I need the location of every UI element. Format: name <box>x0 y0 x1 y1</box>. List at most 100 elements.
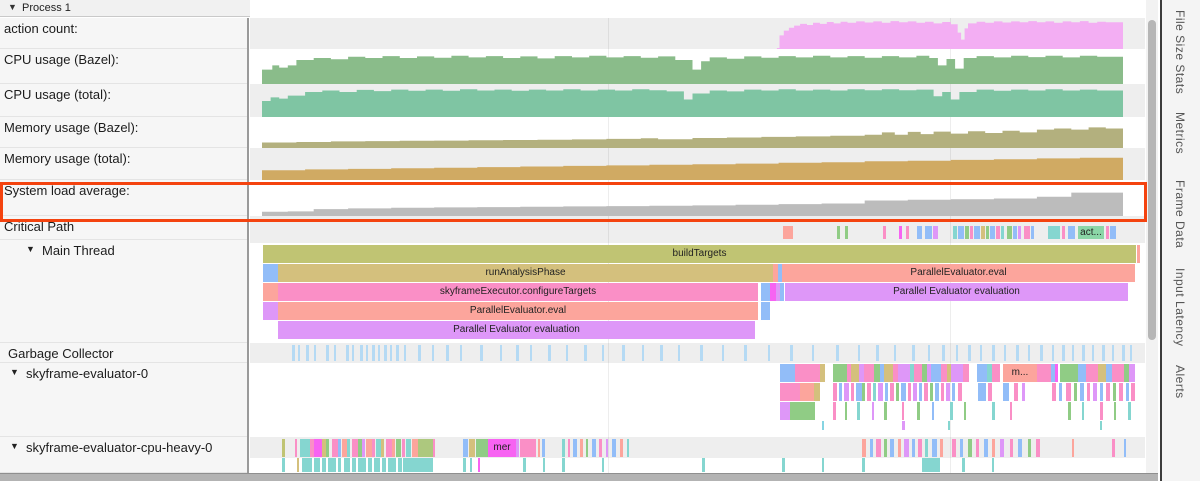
slice-skyframe-evaluator-0-row-1[interactable] <box>1106 364 1112 382</box>
slice-skyframe-evaluator-cpu-heavy-0-row-1[interactable] <box>338 439 341 457</box>
slice-garbage-collector[interactable] <box>314 345 316 361</box>
side-tab-frame-data[interactable]: Frame Data <box>1173 180 1187 249</box>
counter-chart-action-count[interactable] <box>262 18 1123 49</box>
slice-garbage-collector[interactable] <box>548 345 551 361</box>
slice-critical-path[interactable] <box>974 226 980 239</box>
slice-critical-path[interactable] <box>990 226 995 239</box>
slice-skyframe-evaluator-cpu-heavy-0-row-2[interactable] <box>368 458 372 472</box>
slice-skyframe-evaluator-0-row-2[interactable] <box>908 383 911 401</box>
slice-skyframe-evaluator-cpu-heavy-0-row-1[interactable] <box>592 439 596 457</box>
slice-garbage-collector[interactable] <box>744 345 747 361</box>
slice-skyframe-evaluator-cpu-heavy-0-row-2[interactable] <box>338 458 341 472</box>
slice-garbage-collector[interactable] <box>968 345 971 361</box>
slice-critical-path[interactable] <box>1110 226 1116 239</box>
slice-skyframe-evaluator-cpu-heavy-0-row-1[interactable] <box>300 439 310 457</box>
slice-skyframe-evaluator-cpu-heavy-0-row-2[interactable] <box>297 458 299 472</box>
slice-main-thread-row-3[interactable] <box>263 283 278 301</box>
slice-skyframe-evaluator-0-row-1[interactable] <box>780 364 795 382</box>
slice-skyframe-evaluator-cpu-heavy-0-row-1[interactable] <box>476 439 488 457</box>
slice-garbage-collector[interactable] <box>836 345 839 361</box>
slice-skyframe-evaluator-cpu-heavy-0-row-2[interactable] <box>398 458 402 472</box>
slice-skyframe-evaluator-cpu-heavy-0-row-1[interactable] <box>918 439 922 457</box>
slice-skyframe-evaluator-0-row-1[interactable] <box>1086 364 1098 382</box>
slice-garbage-collector[interactable] <box>858 345 860 361</box>
slice-skyframe-evaluator-0-row-3[interactable] <box>964 402 966 420</box>
slice-skyframe-evaluator-cpu-heavy-0-row-2[interactable] <box>523 458 526 472</box>
slice-critical-path-labeled[interactable]: act... <box>1078 226 1104 239</box>
slice-main-thread-row-4[interactable] <box>761 302 770 320</box>
slice-skyframe-evaluator-cpu-heavy-0-row-1[interactable] <box>433 439 435 457</box>
slice-skyframe-evaluator-0-row-1[interactable] <box>820 364 825 382</box>
slice-skyframe-evaluator-cpu-heavy-0-row-2[interactable] <box>992 458 994 472</box>
slice-garbage-collector[interactable] <box>928 345 930 361</box>
slice-skyframe-evaluator-0-row-2[interactable] <box>978 383 986 401</box>
slice-skyframe-evaluator-cpu-heavy-0-row-1[interactable] <box>884 439 887 457</box>
slice-skyframe-evaluator-0-row-1[interactable] <box>1037 364 1051 382</box>
slice-skyframe-evaluator-cpu-heavy-0-row-2[interactable] <box>562 458 565 472</box>
slice-skyframe-evaluator-0-row-3[interactable] <box>1010 402 1012 420</box>
slice-critical-path[interactable] <box>996 226 1000 239</box>
slice-skyframe-evaluator-cpu-heavy-0-row-1[interactable] <box>310 439 314 457</box>
slice-skyframe-evaluator-0-row-1[interactable] <box>795 364 820 382</box>
slice-skyframe-evaluator-cpu-heavy-0-row-2[interactable] <box>358 458 366 472</box>
slice-skyframe-evaluator-cpu-heavy-0-row-1[interactable] <box>904 439 909 457</box>
slice-garbage-collector[interactable] <box>1016 345 1019 361</box>
slice-garbage-collector[interactable] <box>500 345 502 361</box>
slice-skyframe-evaluator-0-row-3[interactable] <box>857 402 860 420</box>
slice-skyframe-evaluator-0-row-1[interactable] <box>1124 364 1129 382</box>
slice-skyframe-evaluator-0-row-2[interactable] <box>919 383 922 401</box>
slice-skyframe-evaluator-cpu-heavy-0-row-1[interactable] <box>612 439 616 457</box>
slice-skyframe-evaluator-cpu-heavy-0-row-2[interactable] <box>403 458 433 472</box>
slice-critical-path[interactable] <box>845 226 848 239</box>
slice-garbage-collector[interactable] <box>768 345 770 361</box>
slice-garbage-collector[interactable] <box>390 345 392 361</box>
slice-garbage-collector[interactable] <box>980 345 982 361</box>
slice-skyframe-evaluator-cpu-heavy-0-row-1[interactable] <box>599 439 602 457</box>
slice-main-thread-row-3[interactable] <box>761 283 770 301</box>
slice-critical-path[interactable] <box>837 226 840 239</box>
slice-skyframe-evaluator-cpu-heavy-0-row-1[interactable] <box>573 439 577 457</box>
slice-critical-path[interactable] <box>1007 226 1012 239</box>
slice-skyframe-evaluator-0-row-1[interactable] <box>910 364 914 382</box>
slice-skyframe-evaluator-0-row-2[interactable] <box>867 383 871 401</box>
slice-critical-path[interactable] <box>925 226 932 239</box>
slice-skyframe-evaluator-cpu-heavy-0-row-1[interactable] <box>870 439 873 457</box>
slice-garbage-collector[interactable] <box>306 345 309 361</box>
slice-critical-path[interactable] <box>899 226 902 239</box>
slice-critical-path[interactable] <box>883 226 886 239</box>
slice-skyframe-evaluator-0-row-1[interactable] <box>1078 364 1086 382</box>
slice-garbage-collector[interactable] <box>1130 345 1132 361</box>
slice-skyframe-evaluator-cpu-heavy-0-row-1[interactable] <box>322 439 326 457</box>
slice-skyframe-evaluator-0-row-1[interactable] <box>987 364 992 382</box>
slice-critical-path[interactable] <box>1106 226 1109 239</box>
slice-main-thread-row-2[interactable] <box>778 264 782 282</box>
slice-garbage-collector[interactable] <box>418 345 421 361</box>
slice-critical-path[interactable] <box>917 226 922 239</box>
slice-skyframe-evaluator-0-row-2[interactable] <box>1003 383 1009 401</box>
slice-skyframe-evaluator-cpu-heavy-0-row-1[interactable] <box>627 439 629 457</box>
slice-skyframe-evaluator-0-row-3[interactable] <box>992 402 995 420</box>
slice-main-thread-row-1[interactable] <box>1137 245 1140 263</box>
slice-garbage-collector[interactable] <box>372 345 375 361</box>
slice-skyframe-evaluator-0-row-2[interactable] <box>1106 383 1110 401</box>
slice-critical-path[interactable] <box>933 226 938 239</box>
slice-garbage-collector[interactable] <box>584 345 587 361</box>
slice-garbage-collector[interactable] <box>894 345 896 361</box>
slice-skyframe-evaluator-cpu-heavy-0-row-1[interactable] <box>469 439 475 457</box>
slice-garbage-collector[interactable] <box>912 345 915 361</box>
slice-skyframe-evaluator-cpu-heavy-0-row-1[interactable] <box>1124 439 1126 457</box>
slice-skyframe-evaluator-cpu-heavy-0-row-2[interactable] <box>962 458 965 472</box>
slice-skyframe-evaluator-cpu-heavy-0-row-2[interactable] <box>782 458 785 472</box>
side-tab-metrics[interactable]: Metrics <box>1173 112 1187 155</box>
slice-skyframe-evaluator-0-row-1[interactable] <box>1098 364 1106 382</box>
slice-garbage-collector[interactable] <box>396 345 399 361</box>
slice-skyframe-evaluator-cpu-heavy-0-row-1[interactable] <box>386 439 392 457</box>
slice-garbage-collector[interactable] <box>384 345 387 361</box>
slice-skyframe-evaluator-cpu-heavy-0-row-2[interactable] <box>374 458 380 472</box>
slice-garbage-collector[interactable] <box>1028 345 1030 361</box>
slice-garbage-collector[interactable] <box>956 345 958 361</box>
slice-critical-path[interactable] <box>783 226 793 239</box>
slice-skyframe-evaluator-0-row-2[interactable] <box>896 383 899 401</box>
slice-garbage-collector[interactable] <box>366 345 368 361</box>
slice-skyframe-evaluator-0-row-2[interactable] <box>924 383 928 401</box>
